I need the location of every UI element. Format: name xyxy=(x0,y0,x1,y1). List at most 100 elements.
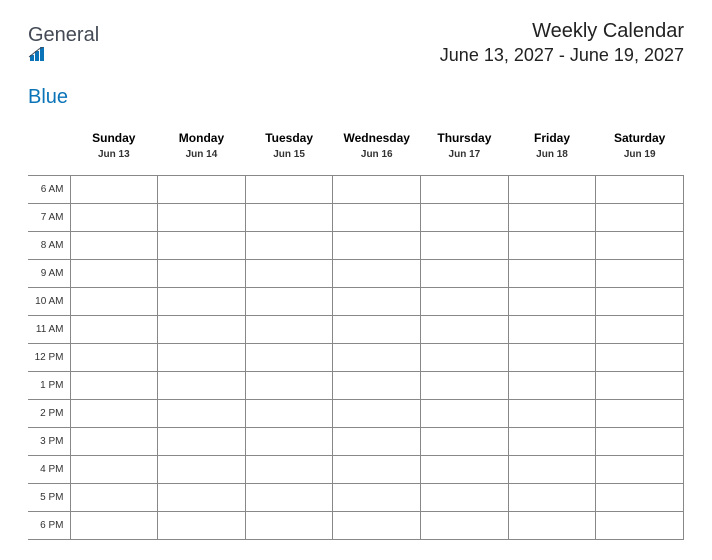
calendar-cell[interactable] xyxy=(508,259,596,287)
calendar-cell[interactable] xyxy=(245,175,333,203)
calendar-cell[interactable] xyxy=(421,259,509,287)
calendar-cell[interactable] xyxy=(158,427,246,455)
calendar-cell[interactable] xyxy=(333,203,421,231)
calendar-cell[interactable] xyxy=(508,231,596,259)
day-header: TuesdayJun 15 xyxy=(245,127,333,175)
calendar-cell[interactable] xyxy=(158,287,246,315)
calendar-cell[interactable] xyxy=(245,455,333,483)
calendar-cell[interactable] xyxy=(508,203,596,231)
calendar-cell[interactable] xyxy=(596,231,684,259)
calendar-cell[interactable] xyxy=(158,175,246,203)
calendar-cell[interactable] xyxy=(245,427,333,455)
calendar-cell[interactable] xyxy=(421,315,509,343)
calendar-cell[interactable] xyxy=(508,315,596,343)
calendar-cell[interactable] xyxy=(333,483,421,511)
calendar-cell[interactable] xyxy=(596,371,684,399)
day-date: Jun 18 xyxy=(510,149,594,160)
calendar-cell[interactable] xyxy=(421,203,509,231)
calendar-cell[interactable] xyxy=(596,259,684,287)
calendar-cell[interactable] xyxy=(70,483,158,511)
time-label: 12 PM xyxy=(28,343,70,371)
calendar-cell[interactable] xyxy=(245,287,333,315)
calendar-cell[interactable] xyxy=(158,399,246,427)
calendar-cell[interactable] xyxy=(245,259,333,287)
calendar-cell[interactable] xyxy=(508,455,596,483)
calendar-cell[interactable] xyxy=(70,287,158,315)
calendar-cell[interactable] xyxy=(333,399,421,427)
calendar-cell[interactable] xyxy=(596,315,684,343)
calendar-cell[interactable] xyxy=(158,455,246,483)
calendar-cell[interactable] xyxy=(508,371,596,399)
calendar-cell[interactable] xyxy=(245,371,333,399)
calendar-cell[interactable] xyxy=(70,511,158,539)
calendar-cell[interactable] xyxy=(508,483,596,511)
calendar-cell[interactable] xyxy=(70,427,158,455)
calendar-cell[interactable] xyxy=(421,399,509,427)
calendar-cell[interactable] xyxy=(158,511,246,539)
calendar-cell[interactable] xyxy=(596,455,684,483)
calendar-cell[interactable] xyxy=(508,427,596,455)
calendar-cell[interactable] xyxy=(70,343,158,371)
calendar-cell[interactable] xyxy=(508,511,596,539)
calendar-cell[interactable] xyxy=(70,455,158,483)
calendar-cell[interactable] xyxy=(158,315,246,343)
calendar-cell[interactable] xyxy=(508,175,596,203)
calendar-cell[interactable] xyxy=(245,231,333,259)
time-row: 3 PM xyxy=(28,427,684,455)
calendar-cell[interactable] xyxy=(158,259,246,287)
calendar-cell[interactable] xyxy=(158,203,246,231)
calendar-cell[interactable] xyxy=(508,287,596,315)
calendar-cell[interactable] xyxy=(158,343,246,371)
calendar-cell[interactable] xyxy=(70,231,158,259)
calendar-cell[interactable] xyxy=(596,287,684,315)
calendar-cell[interactable] xyxy=(421,343,509,371)
calendar-cell[interactable] xyxy=(421,483,509,511)
day-name: Thursday xyxy=(423,131,507,145)
calendar-cell[interactable] xyxy=(158,231,246,259)
calendar-cell[interactable] xyxy=(70,203,158,231)
calendar-cell[interactable] xyxy=(596,175,684,203)
calendar-cell[interactable] xyxy=(421,175,509,203)
calendar-cell[interactable] xyxy=(333,175,421,203)
calendar-cell[interactable] xyxy=(245,399,333,427)
calendar-cell[interactable] xyxy=(333,511,421,539)
calendar-cell[interactable] xyxy=(508,399,596,427)
calendar-cell[interactable] xyxy=(596,343,684,371)
calendar-cell[interactable] xyxy=(333,455,421,483)
calendar-cell[interactable] xyxy=(333,231,421,259)
calendar-cell[interactable] xyxy=(421,455,509,483)
time-row: 6 AM xyxy=(28,175,684,203)
calendar-cell[interactable] xyxy=(245,203,333,231)
calendar-cell[interactable] xyxy=(70,371,158,399)
calendar-cell[interactable] xyxy=(245,315,333,343)
calendar-cell[interactable] xyxy=(158,483,246,511)
calendar-cell[interactable] xyxy=(70,175,158,203)
calendar-cell[interactable] xyxy=(421,511,509,539)
calendar-cell[interactable] xyxy=(245,511,333,539)
calendar-cell[interactable] xyxy=(421,287,509,315)
header-corner xyxy=(28,127,70,175)
calendar-cell[interactable] xyxy=(333,287,421,315)
calendar-cell[interactable] xyxy=(333,315,421,343)
calendar-cell[interactable] xyxy=(596,483,684,511)
calendar-cell[interactable] xyxy=(421,371,509,399)
calendar-cell[interactable] xyxy=(333,343,421,371)
calendar-cell[interactable] xyxy=(421,427,509,455)
time-label: 11 AM xyxy=(28,315,70,343)
calendar-cell[interactable] xyxy=(596,427,684,455)
calendar-cell[interactable] xyxy=(421,231,509,259)
calendar-cell[interactable] xyxy=(245,483,333,511)
calendar-cell[interactable] xyxy=(158,371,246,399)
calendar-cell[interactable] xyxy=(245,343,333,371)
calendar-cell[interactable] xyxy=(333,371,421,399)
calendar-cell[interactable] xyxy=(70,399,158,427)
calendar-cell[interactable] xyxy=(508,343,596,371)
calendar-cell[interactable] xyxy=(333,259,421,287)
calendar-cell[interactable] xyxy=(596,511,684,539)
day-date: Jun 14 xyxy=(160,149,244,160)
calendar-cell[interactable] xyxy=(333,427,421,455)
calendar-cell[interactable] xyxy=(596,203,684,231)
calendar-cell[interactable] xyxy=(596,399,684,427)
calendar-cell[interactable] xyxy=(70,315,158,343)
calendar-cell[interactable] xyxy=(70,259,158,287)
